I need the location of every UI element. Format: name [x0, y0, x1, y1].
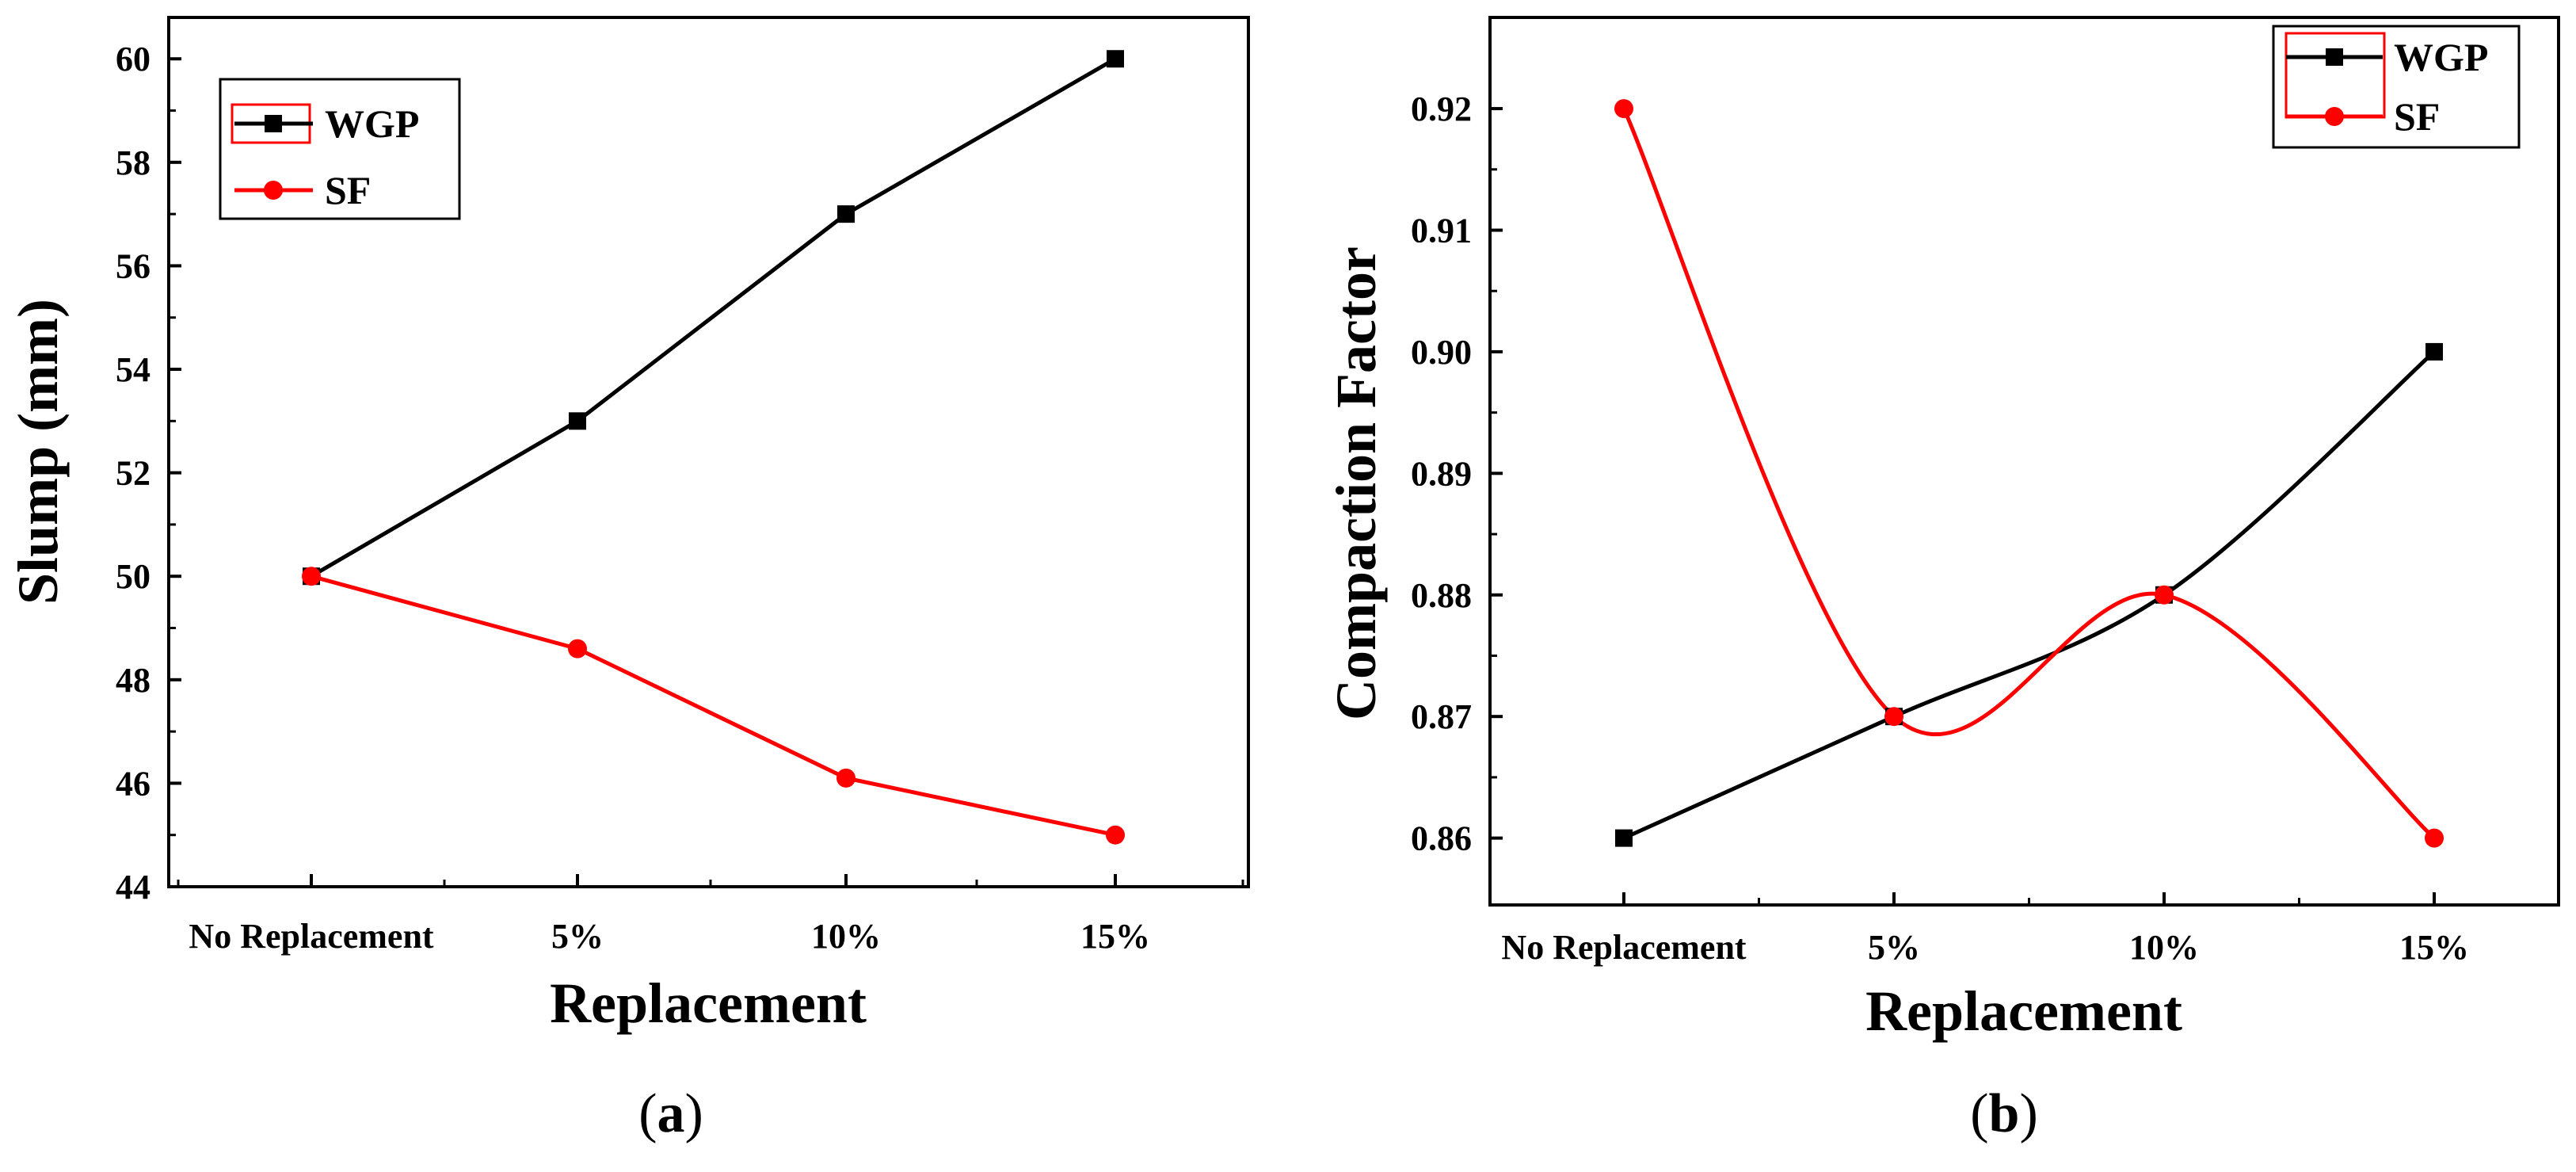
legend-label-sf: SF	[2394, 94, 2440, 139]
x-tick-label: 10%	[2129, 928, 2199, 967]
x-tick-label: No Replacement	[189, 917, 433, 956]
y-tick-label: 46	[116, 764, 151, 803]
data-point-sf	[836, 768, 855, 788]
x-tick-label: 15%	[2399, 928, 2469, 967]
x-axis-title: Replacement	[550, 972, 867, 1035]
x-tick-label: No Replacement	[1501, 928, 1746, 967]
chart-panel-a: 44 46 48 50 52 54 56 58 60 No Replacement 5% 10% 15…	[6, 16, 1250, 1144]
x-tick-label: 5%	[551, 917, 604, 956]
y-tick-label: 54	[116, 350, 151, 389]
legend-box	[2272, 25, 2521, 149]
y-tick-label: 0.91	[1411, 211, 1472, 250]
data-point-wgp	[1615, 829, 1633, 847]
plot-frame	[1488, 16, 2560, 907]
y-tick-label: 56	[116, 246, 151, 285]
y-tick-label: 0.90	[1411, 333, 1472, 372]
x-axis-title: Replacement	[1865, 979, 2182, 1043]
data-point-sf	[568, 639, 587, 659]
x-tick-label: 15%	[1080, 917, 1150, 956]
legend-label-wgp: WGP	[325, 101, 419, 146]
y-tick-label: 0.88	[1411, 576, 1472, 615]
legend-marker-sf	[264, 181, 283, 200]
x-ticks: No Replacement 5% 10% 15%	[177, 874, 1244, 956]
y-tick-label: 50	[116, 557, 151, 596]
x-ticks: No Replacement 5% 10% 15%	[1501, 892, 2469, 967]
series-layer	[302, 50, 1125, 845]
legend-marker-sf	[2325, 107, 2344, 126]
y-ticks: 0.86 0.87 0.88 0.89 0.90 0.91 0.92	[1411, 90, 1503, 858]
data-point-sf	[1884, 707, 1903, 727]
legend-marker-wgp	[265, 115, 282, 132]
x-tick-label: 10%	[811, 917, 881, 956]
y-tick-label: 0.89	[1411, 454, 1472, 493]
y-tick-label: 60	[116, 40, 151, 78]
y-tick-label: 44	[116, 868, 151, 907]
data-point-wgp	[1107, 50, 1124, 68]
y-tick-label: 48	[116, 661, 151, 700]
y-tick-label: 0.87	[1411, 697, 1472, 736]
data-point-sf	[2425, 828, 2444, 848]
data-point-wgp	[837, 205, 855, 223]
plot-frame	[167, 16, 1250, 888]
y-axis-title: Compaction Factor	[1324, 246, 1388, 720]
legend-marker-wgp	[2326, 48, 2343, 66]
y-tick-label: 0.86	[1411, 819, 1472, 858]
series-line-wgp	[310, 57, 1117, 578]
legend: WGP SF	[2272, 25, 2521, 149]
series-line-sf	[1621, 108, 2436, 840]
y-tick-label: 0.92	[1411, 90, 1472, 128]
legend-box	[219, 78, 461, 220]
data-point-sf	[302, 567, 321, 586]
series-layer	[1614, 99, 2444, 848]
y-tick-label: 52	[116, 454, 151, 493]
panel-label-a: (a)	[638, 1083, 703, 1144]
data-point-sf	[1106, 825, 1125, 845]
legend-label-wgp: WGP	[2394, 35, 2488, 79]
x-tick-label: 5%	[1868, 928, 1920, 967]
data-point-sf	[1614, 99, 1633, 119]
series-line-sf	[311, 574, 1116, 838]
y-axis-title: Slump (mm)	[6, 299, 70, 605]
chart-panel-b: 0.86 0.87 0.88 0.89 0.90 0.91 0.92 No Replacem…	[1324, 16, 2560, 1144]
y-tick-label: 58	[116, 143, 151, 182]
data-point-sf	[2155, 585, 2174, 605]
y-ticks: 44 46 48 50 52 54 56 58 60	[116, 40, 181, 907]
data-point-wgp	[2425, 342, 2443, 361]
panel-label-b: (b)	[1970, 1083, 2038, 1144]
legend: WGP SF	[219, 78, 461, 220]
series-line-wgp	[1622, 350, 2436, 840]
data-point-wgp	[569, 412, 586, 430]
legend-label-sf: SF	[325, 168, 371, 212]
